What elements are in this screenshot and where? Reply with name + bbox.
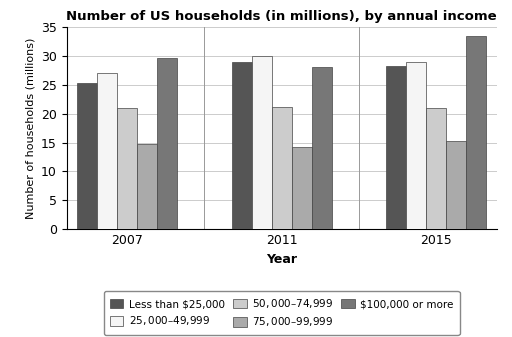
Bar: [157, 58, 177, 229]
Legend: Less than $25,000, $25,000–$49,999, $50,000–$74,999, $75,000–$99,999, $100,000 o: Less than $25,000, $25,000–$49,999, $50,…: [103, 291, 460, 335]
Bar: [272, 107, 291, 229]
Y-axis label: Number of households (millions): Number of households (millions): [26, 37, 35, 219]
Bar: [426, 108, 446, 229]
Bar: [311, 67, 331, 229]
Bar: [406, 62, 426, 229]
Bar: [252, 56, 272, 229]
Bar: [117, 108, 137, 229]
Bar: [466, 36, 486, 229]
X-axis label: Year: Year: [266, 252, 297, 266]
Title: Number of US households (in millions), by annual income: Number of US households (in millions), b…: [66, 10, 497, 23]
Bar: [291, 147, 311, 229]
Bar: [446, 141, 466, 229]
Bar: [97, 73, 117, 229]
Bar: [386, 66, 406, 229]
Bar: [77, 83, 97, 229]
Bar: [232, 62, 252, 229]
Bar: [137, 144, 157, 229]
